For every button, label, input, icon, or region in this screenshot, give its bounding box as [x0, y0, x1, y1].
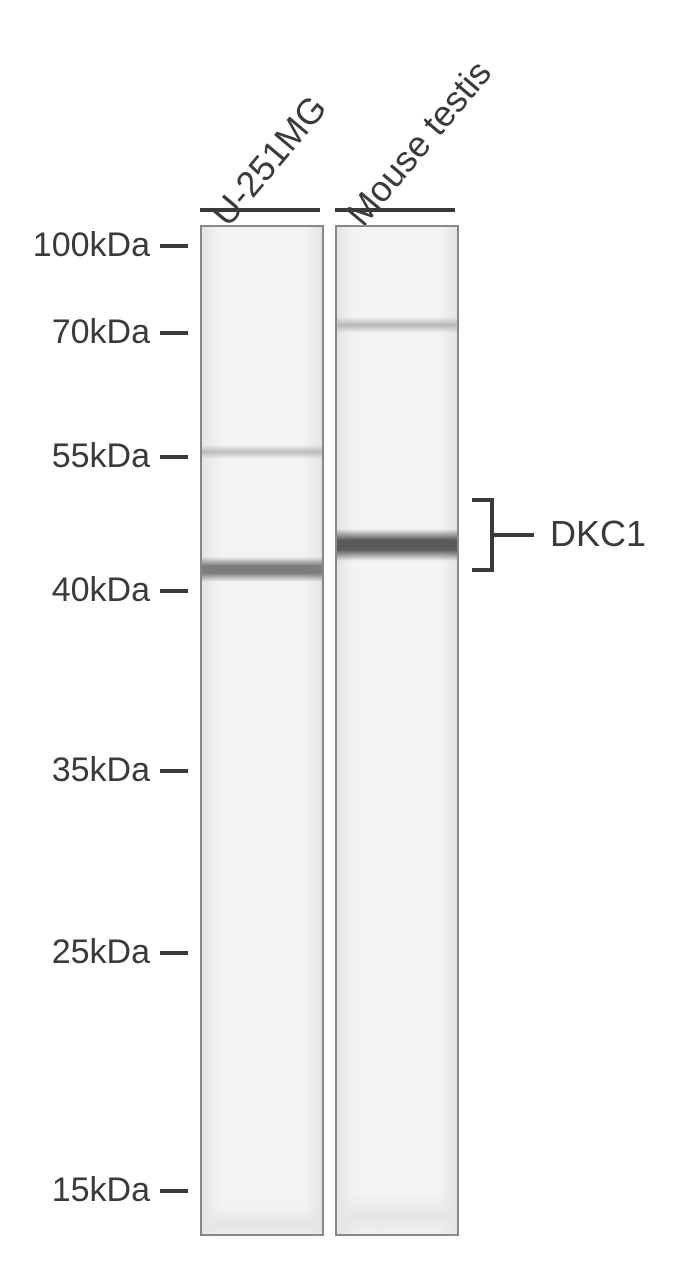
lane-shade: [337, 227, 457, 1234]
ladder-label: 15kDa: [52, 1171, 150, 1210]
ladder-label: 70kDa: [52, 313, 150, 352]
lane-box: [200, 225, 324, 1236]
lane-label: Mouse testis: [338, 52, 500, 234]
target-bracket: [470, 496, 540, 574]
ladder-label: 40kDa: [52, 571, 150, 610]
ladder-label: 100kDa: [33, 226, 150, 265]
lane-box: [335, 225, 459, 1236]
ladder-tick: [160, 455, 188, 459]
ladder-tick: [160, 951, 188, 955]
blot-band: [202, 1205, 322, 1236]
ladder-tick: [160, 589, 188, 593]
ladder-tick: [160, 769, 188, 773]
ladder-tick: [160, 1189, 188, 1193]
ladder-label: 55kDa: [52, 437, 150, 476]
ladder-tick: [160, 244, 188, 248]
blot-band: [337, 317, 457, 333]
lane-underline: [335, 208, 455, 212]
lane-underline: [200, 208, 320, 212]
blot-band: [337, 1192, 457, 1236]
western-blot-figure: 100kDa 70kDa 55kDa 40kDa 35kDa 25kDa 15kDa U-25…: [0, 0, 699, 1280]
ladder-label: 25kDa: [52, 933, 150, 972]
ladder-tick: [160, 331, 188, 335]
blot-band: [202, 557, 322, 582]
ladder-label: 35kDa: [52, 751, 150, 790]
target-label: DKC1: [550, 513, 646, 555]
blot-band: [202, 445, 322, 459]
blot-band: [337, 529, 457, 561]
lane-label: U-251MG: [203, 87, 335, 234]
lane-shade: [202, 227, 322, 1234]
